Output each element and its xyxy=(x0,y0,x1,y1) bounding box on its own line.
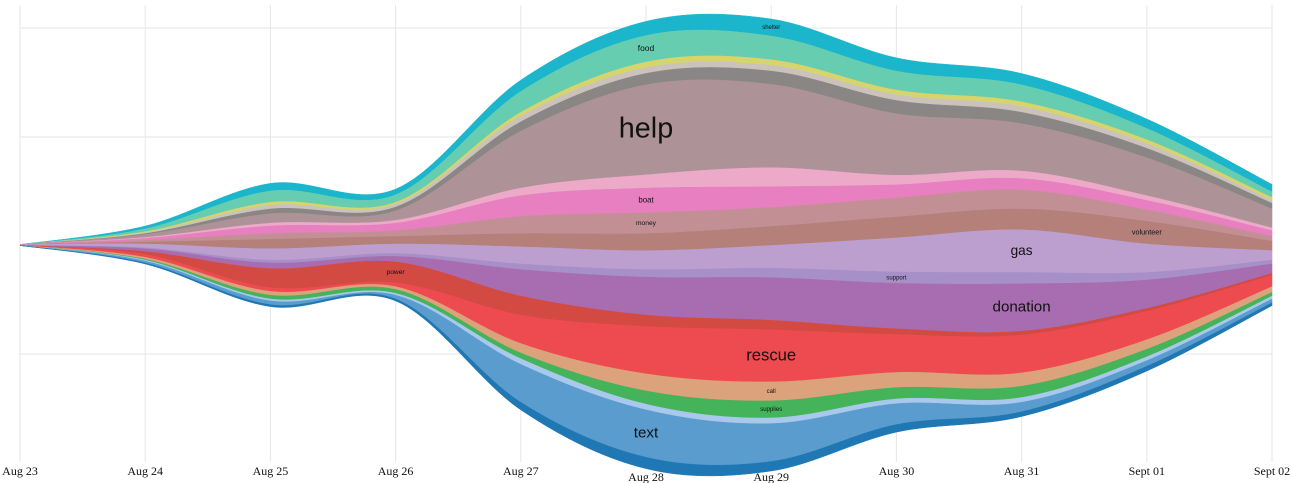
x-tick-label: Aug 25 xyxy=(253,464,289,478)
x-tick-label: Aug 27 xyxy=(503,464,539,478)
stream-label: support xyxy=(886,275,906,281)
x-tick-label: Aug 30 xyxy=(879,464,915,478)
x-tick-label: Aug 26 xyxy=(378,464,414,478)
stream-label: shelter xyxy=(762,25,780,31)
stream-label: volunteer xyxy=(1132,228,1162,237)
x-tick-label: Aug 24 xyxy=(127,464,163,478)
x-tick-label: Aug 23 xyxy=(2,464,38,478)
stream-label: rescue xyxy=(746,345,796,364)
stream-label: boat xyxy=(638,196,654,205)
stream-label: food xyxy=(638,43,655,53)
stream-label: call xyxy=(767,389,776,395)
stream-label: text xyxy=(634,425,659,442)
stream-layer xyxy=(19,245,1273,477)
x-tick-label: Aug 31 xyxy=(1004,464,1040,478)
stream-label: supplies xyxy=(760,407,782,413)
stream-label: donation xyxy=(993,299,1051,316)
stream-label: money xyxy=(636,220,657,227)
x-tick-label: Aug 29 xyxy=(753,470,789,483)
streams xyxy=(19,13,1273,477)
stream-label: power xyxy=(387,269,406,276)
x-tick-label: Aug 28 xyxy=(628,470,664,483)
stream-label: gas xyxy=(1011,243,1033,258)
stream-label: help xyxy=(619,112,673,144)
x-tick-label: Sept 02 xyxy=(1254,464,1290,478)
x-tick-label: Sept 01 xyxy=(1129,464,1165,478)
